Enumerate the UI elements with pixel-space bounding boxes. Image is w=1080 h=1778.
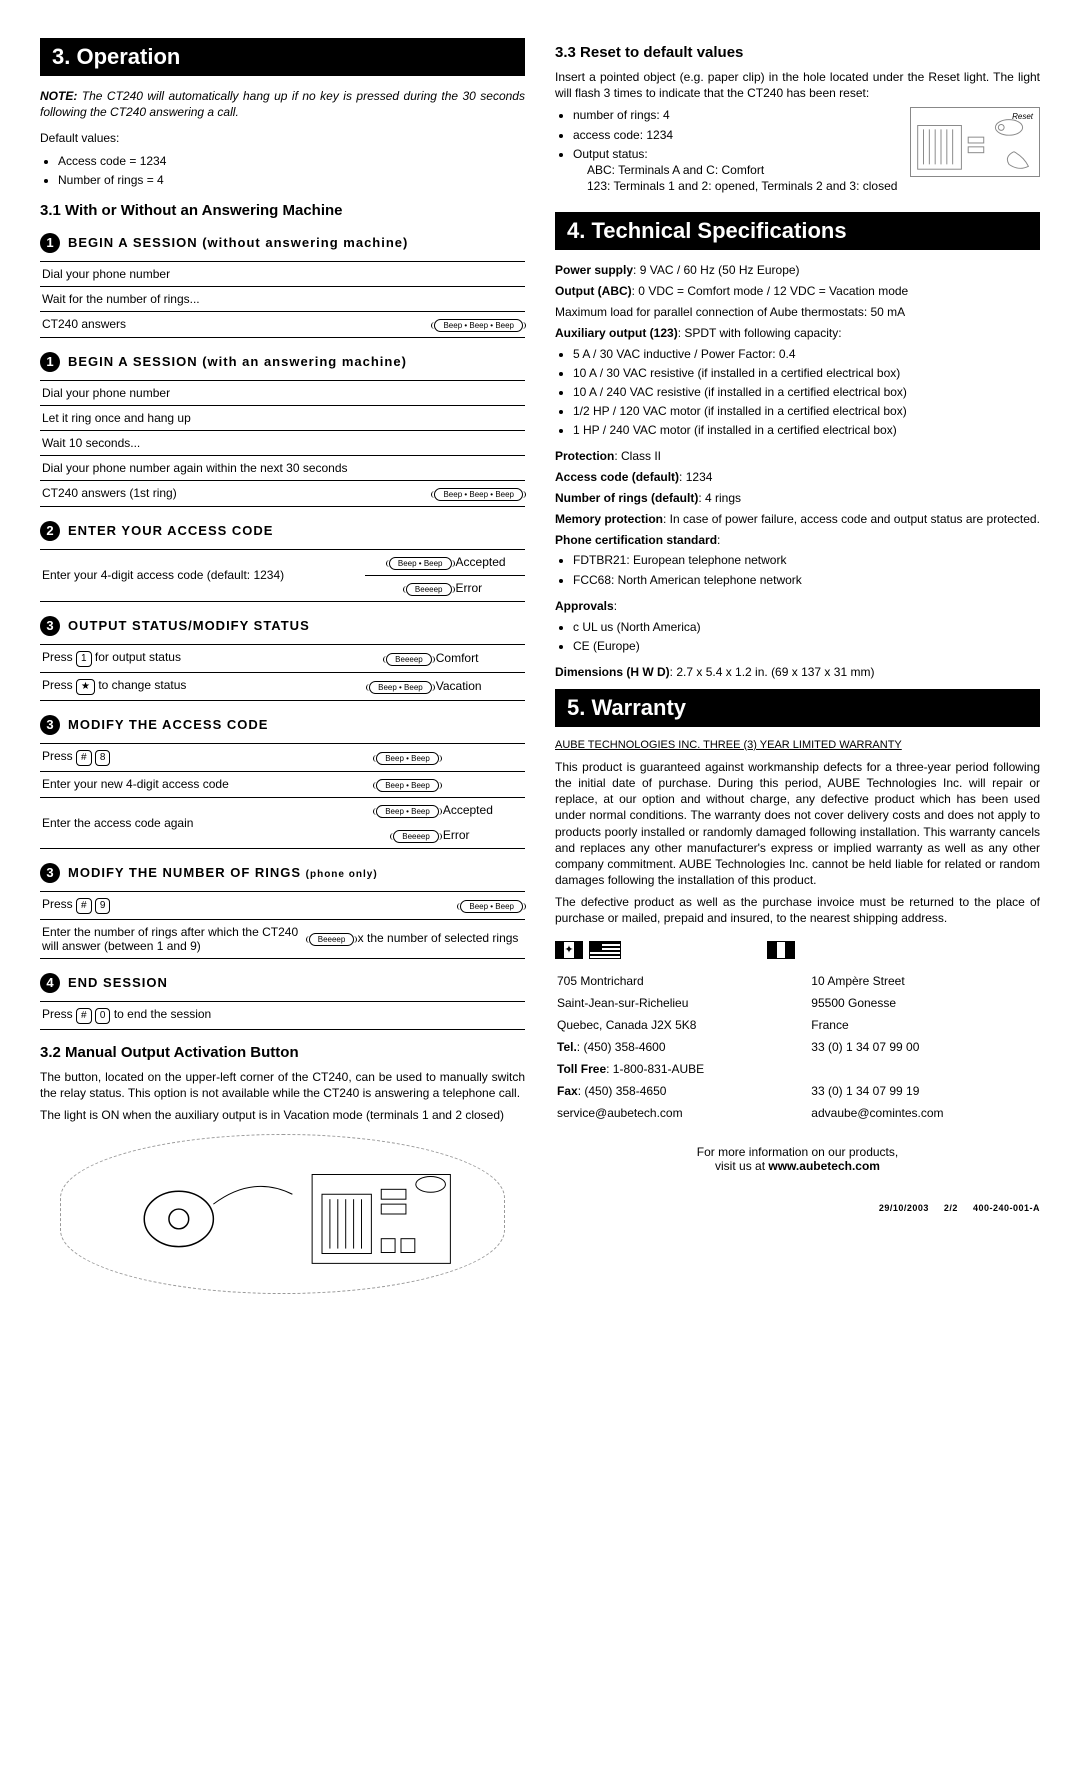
step-3c-table: Press # 9 Beep • Beep Enter the number o… xyxy=(40,891,525,959)
section-3-1-heading: 3.1 With or Without an Answering Machine xyxy=(40,202,525,219)
reset-diagram xyxy=(910,107,1040,177)
section-3-2-heading: 3.2 Manual Output Activation Button xyxy=(40,1044,525,1061)
keypad-hash-icon: # xyxy=(76,1008,92,1024)
step-number-icon: 4 xyxy=(40,973,60,993)
defaults-intro: Default values: xyxy=(40,130,525,146)
beep-icon: Beep • Beep xyxy=(376,752,439,765)
spec-protection: Protection: Class II xyxy=(555,448,1040,465)
beep-icon: Beep • Beep xyxy=(460,900,523,913)
step-number-icon: 3 xyxy=(40,715,60,735)
right-column: 3.3 Reset to default values Insert a poi… xyxy=(555,30,1040,1304)
operation-note: NOTE: The CT240 will automatically hang … xyxy=(40,88,525,120)
default-access-code: Access code = 1234 xyxy=(58,153,525,169)
step-1a-table: Dial your phone number Wait for the numb… xyxy=(40,261,525,338)
spec-power: Power supply: 9 VAC / 60 Hz (50 Hz Europ… xyxy=(555,262,1040,279)
step-1a-heading: 1 BEGIN A SESSION (without answering mac… xyxy=(40,233,525,253)
canada-flag-icon: ✦ xyxy=(555,941,583,959)
section-3-2-p1: The button, located on the upper-left co… xyxy=(40,1069,525,1101)
step-3c-heading: 3 MODIFY THE NUMBER OF RINGS (phone only… xyxy=(40,863,525,883)
step-3a-heading: 3 OUTPUT STATUS/MODIFY STATUS xyxy=(40,616,525,636)
step-2-table: Enter your 4-digit access code (default:… xyxy=(40,549,525,602)
beep-icon: Beep • Beep xyxy=(389,557,452,570)
beep-icon: Beeeep xyxy=(309,933,355,946)
keypad-1-icon: 1 xyxy=(76,651,92,667)
spec-dimensions: Dimensions (H W D): 2.7 x 5.4 x 1.2 in. … xyxy=(555,664,1040,681)
section-3-2-p2: The light is ON when the auxiliary outpu… xyxy=(40,1107,525,1123)
spec-capacity-list: 5 A / 30 VAC inductive / Power Factor: 0… xyxy=(573,346,1040,439)
spec-phone-list: FDTBR21: European telephone network FCC6… xyxy=(573,552,1040,587)
spec-aux-output: Auxiliary output (123): SPDT with follow… xyxy=(555,325,1040,342)
spec-approvals-list: c UL us (North America) CE (Europe) xyxy=(573,619,1040,654)
default-values-list: Access code = 1234 Number of rings = 4 xyxy=(58,153,525,188)
beep-icon: Beeeep xyxy=(406,583,452,596)
section-3-header: 3. Operation xyxy=(40,38,525,76)
step-number-icon: 1 xyxy=(40,352,60,372)
spec-output-abc: Output (ABC): 0 VDC = Comfort mode / 12 … xyxy=(555,283,1040,300)
warranty-p1: This product is guaranteed against workm… xyxy=(555,759,1040,889)
beep-icon: Beep • Beep xyxy=(369,681,432,694)
section-3-3-heading: 3.3 Reset to default values xyxy=(555,44,1040,61)
step-number-icon: 1 xyxy=(40,233,60,253)
beep-icon: Beep • Beep xyxy=(376,779,439,792)
section-5-header: 5. Warranty xyxy=(555,689,1040,727)
activation-button-diagram xyxy=(60,1134,505,1294)
spec-access-code: Access code (default): 1234 xyxy=(555,469,1040,486)
more-info: For more information on our products, vi… xyxy=(555,1145,1040,1173)
step-3b-table: Press # 8 Beep • Beep Enter your new 4-d… xyxy=(40,743,525,849)
beep-icon: Beep • Beep • Beep xyxy=(434,488,523,501)
step-4-heading: 4 END SESSION xyxy=(40,973,525,993)
spec-max-load: Maximum load for parallel connection of … xyxy=(555,304,1040,321)
warranty-title: AUBE TECHNOLOGIES INC. THREE (3) YEAR LI… xyxy=(555,739,1040,751)
usa-flag-icon xyxy=(589,941,621,959)
spec-memory: Memory protection: In case of power fail… xyxy=(555,511,1040,528)
keypad-hash-icon: # xyxy=(76,898,92,914)
keypad-8-icon: 8 xyxy=(95,750,111,766)
document-footer: 29/10/2003 2/2 400-240-001-A xyxy=(555,1203,1040,1213)
step-2-heading: 2 ENTER YOUR ACCESS CODE xyxy=(40,521,525,541)
step-3b-heading: 3 MODIFY THE ACCESS CODE xyxy=(40,715,525,735)
spec-phone-cert: Phone certification standard: xyxy=(555,532,1040,549)
beep-icon: Beeeep xyxy=(393,830,439,843)
step-4-table: Press # 0 to end the session xyxy=(40,1001,525,1030)
default-rings: Number of rings = 4 xyxy=(58,172,525,188)
beep-icon: Beep • Beep xyxy=(376,805,439,818)
beep-icon: Beep • Beep • Beep xyxy=(434,319,523,332)
address-table: 705 Montrichard10 Ampère Street Saint-Je… xyxy=(555,969,1040,1125)
spec-approvals: Approvals: xyxy=(555,598,1040,615)
keypad-9-icon: 9 xyxy=(95,898,111,914)
section-3-3-intro: Insert a pointed object (e.g. paper clip… xyxy=(555,69,1040,101)
step-number-icon: 3 xyxy=(40,616,60,636)
beep-icon: Beeeep xyxy=(386,653,432,666)
step-number-icon: 3 xyxy=(40,863,60,883)
spec-rings: Number of rings (default): 4 rings xyxy=(555,490,1040,507)
keypad-0-icon: 0 xyxy=(95,1008,111,1024)
step-1b-table: Dial your phone number Let it ring once … xyxy=(40,380,525,507)
step-1b-heading: 1 BEGIN A SESSION (with an answering mac… xyxy=(40,352,525,372)
left-column: 3. Operation NOTE: The CT240 will automa… xyxy=(40,30,525,1304)
france-flag-icon xyxy=(767,941,795,959)
flags-row: ✦ xyxy=(555,941,1040,959)
step-3a-table: Press 1 for output status Beeeep Comfort… xyxy=(40,644,525,701)
keypad-hash-icon: # xyxy=(76,750,92,766)
keypad-star-icon: ★ xyxy=(76,679,95,695)
section-4-header: 4. Technical Specifications xyxy=(555,212,1040,250)
step-number-icon: 2 xyxy=(40,521,60,541)
warranty-p2: The defective product as well as the pur… xyxy=(555,894,1040,926)
